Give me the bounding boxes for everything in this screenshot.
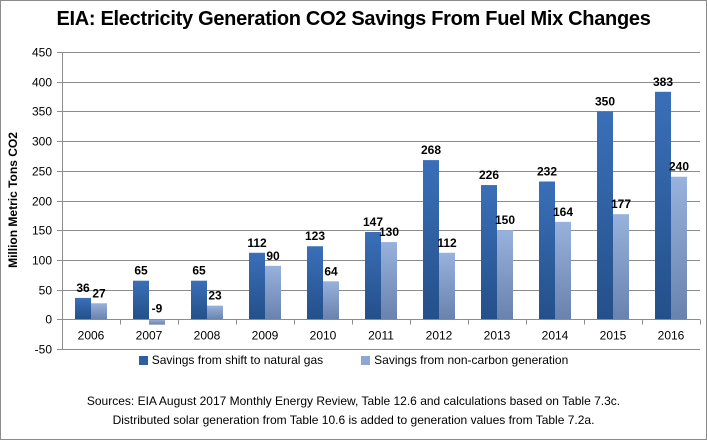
data-label: 112 — [247, 236, 267, 250]
bar-non-carbon-2015 — [613, 214, 629, 320]
y-tick-label: 350 — [32, 105, 52, 119]
x-tick-label: 2007 — [136, 329, 163, 343]
data-label: 64 — [324, 264, 338, 278]
sources-line-2: Distributed solar generation from Table … — [112, 413, 595, 427]
bar-natural-gas-2006 — [75, 297, 91, 320]
y-tick-label: -50 — [35, 343, 53, 357]
data-label: 65 — [134, 264, 148, 278]
x-tick-label: 2014 — [542, 329, 569, 343]
legend-label-natural-gas: Savings from shift to natural gas — [151, 353, 324, 367]
bar-non-carbon-2010 — [323, 281, 339, 320]
data-label: 350 — [595, 94, 615, 108]
bar-non-carbon-2012 — [439, 252, 455, 320]
bar-natural-gas-2011 — [365, 231, 381, 320]
x-tick-label: 2016 — [658, 329, 685, 343]
data-label: 383 — [653, 75, 673, 89]
data-label: 150 — [495, 213, 515, 227]
y-tick-label: 100 — [32, 254, 52, 268]
legend-swatch-non-carbon — [361, 355, 371, 365]
sources-line-1: Sources: EIA August 2017 Monthly Energy … — [86, 394, 621, 408]
data-label: 232 — [537, 164, 557, 178]
x-tick-label: 2006 — [78, 329, 105, 343]
bar-non-carbon-2011 — [381, 242, 397, 320]
legend-item-natural-gas: Savings from shift to natural gas — [138, 353, 324, 367]
x-tick-label: 2015 — [600, 329, 627, 343]
data-label: 164 — [553, 205, 573, 219]
data-label: 112 — [437, 236, 457, 250]
data-label: 226 — [479, 168, 499, 182]
sources-note: Sources: EIA August 2017 Monthly Energy … — [0, 392, 707, 430]
bar-non-carbon-2009 — [265, 265, 281, 320]
y-tick-label: 400 — [32, 76, 52, 90]
legend-label-non-carbon: Savings from non-carbon generation — [374, 353, 569, 367]
bar-natural-gas-2015 — [597, 111, 613, 320]
y-tick-label: 300 — [32, 135, 52, 149]
data-label: 130 — [379, 225, 399, 239]
bar-non-carbon-2016 — [671, 176, 687, 320]
data-label: 123 — [305, 229, 325, 243]
x-tick-label: 2012 — [426, 329, 453, 343]
data-label: 27 — [92, 286, 106, 300]
y-tick-label: 200 — [32, 195, 52, 209]
legend: Savings from shift to natural gas Saving… — [0, 353, 707, 367]
y-tick-label: 250 — [32, 165, 52, 179]
data-label: -9 — [152, 301, 163, 315]
data-label: 23 — [208, 289, 222, 303]
y-tick-label: 450 — [32, 46, 52, 60]
y-tick-label: 0 — [45, 313, 52, 327]
data-label: 90 — [266, 249, 280, 263]
bar-natural-gas-2010 — [307, 246, 323, 320]
bar-natural-gas-2009 — [249, 252, 265, 320]
y-tick-label: 50 — [39, 284, 53, 298]
bar-natural-gas-2007 — [133, 280, 149, 320]
x-tick-label: 2008 — [194, 329, 221, 343]
data-label: 240 — [669, 160, 689, 174]
data-label: 177 — [611, 197, 631, 211]
bar-natural-gas-2008 — [191, 280, 207, 320]
bar-natural-gas-2014 — [539, 181, 555, 320]
x-tick-label: 2013 — [484, 329, 511, 343]
bar-natural-gas-2012 — [423, 160, 439, 320]
data-label: 36 — [76, 281, 90, 295]
bar-non-carbon-2014 — [555, 221, 571, 320]
x-tick-label: 2010 — [310, 329, 337, 343]
x-tick-label: 2011 — [368, 329, 394, 343]
bar-non-carbon-2007 — [149, 319, 165, 325]
bar-non-carbon-2006 — [91, 303, 107, 320]
data-label: 268 — [421, 143, 441, 157]
data-label: 65 — [192, 264, 206, 278]
bar-natural-gas-2013 — [481, 185, 497, 320]
legend-item-non-carbon: Savings from non-carbon generation — [361, 353, 568, 367]
legend-swatch-natural-gas — [138, 355, 148, 365]
data-label: 147 — [363, 215, 383, 229]
x-tick-label: 2009 — [252, 329, 279, 343]
bar-non-carbon-2013 — [497, 230, 513, 320]
bar-natural-gas-2016 — [655, 91, 671, 320]
y-tick-label: 150 — [32, 224, 52, 238]
chart-title: EIA: Electricity Generation CO2 Savings … — [56, 8, 651, 30]
bar-non-carbon-2008 — [207, 305, 223, 320]
